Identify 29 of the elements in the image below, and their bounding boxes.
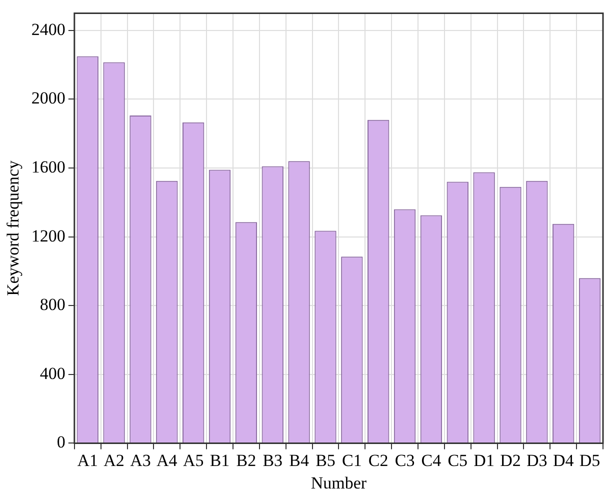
x-tick-label: C5 <box>448 450 468 470</box>
x-tick-label: A2 <box>104 450 124 470</box>
x-tick-label: B3 <box>262 450 283 470</box>
x-tick-label: D5 <box>579 450 600 470</box>
x-tick-label: C4 <box>421 450 442 470</box>
x-tick-label: B2 <box>236 450 256 470</box>
x-tick-label: D4 <box>552 450 574 470</box>
x-tick-label: C2 <box>368 450 388 470</box>
x-tick-label: A4 <box>156 450 178 470</box>
x-tick-label: D2 <box>500 450 521 470</box>
x-tick-label: A3 <box>130 450 151 470</box>
x-tick-label: D3 <box>526 450 548 470</box>
y-tick-label: 800 <box>40 295 66 314</box>
y-tick-label: 400 <box>40 364 66 383</box>
y-tick-label: 2400 <box>31 20 66 39</box>
x-tick-label: A1 <box>77 450 98 470</box>
y-tick-label: 1600 <box>31 157 66 176</box>
x-tick-label: B5 <box>316 450 336 470</box>
x-tick-label: C3 <box>394 450 415 470</box>
x-tick-label: A5 <box>182 450 204 470</box>
x-tick-label: C1 <box>342 450 362 470</box>
y-tick-label: 1200 <box>31 226 66 246</box>
y-tick-label: 2000 <box>31 88 66 108</box>
y-tick-label: 0 <box>56 432 66 452</box>
x-tick-label: B1 <box>210 450 230 470</box>
x-tick-label: D1 <box>474 450 494 470</box>
x-tick-label: B4 <box>289 450 310 470</box>
y-axis-title: Keyword frequency <box>4 160 23 296</box>
x-axis-title: Number <box>310 473 367 492</box>
